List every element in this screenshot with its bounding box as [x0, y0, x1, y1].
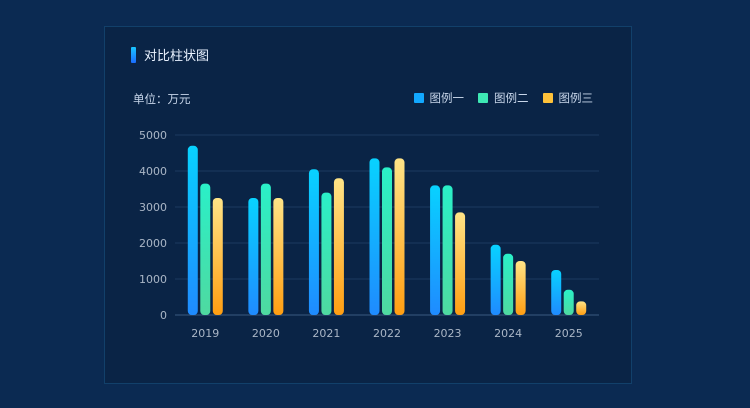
bar-2019-series-2[interactable]	[200, 183, 211, 315]
chart-title: 对比柱状图	[144, 49, 210, 64]
legend-swatch-3	[542, 93, 553, 103]
bar-2023-series-2[interactable]	[442, 185, 453, 315]
bar-2024-series-1[interactable]	[490, 244, 501, 315]
y-tick-label: 3000	[139, 201, 167, 214]
unit-label: 单位：万元	[133, 92, 191, 106]
bar-2020-series-1[interactable]	[248, 198, 259, 315]
bar-chart: 0 1000 2000 3000 4000 5000 2019 2020 2021 2022 202…	[139, 129, 599, 340]
bar-2021-series-3[interactable]	[333, 178, 344, 315]
x-tick-label: 2019	[191, 327, 219, 340]
bar-2023-series-1[interactable]	[430, 185, 441, 315]
bar-2025-series-3[interactable]	[576, 301, 587, 315]
bar-2022-series-3[interactable]	[394, 158, 405, 315]
bar-2024-series-2[interactable]	[503, 253, 514, 315]
bar-2025-series-2[interactable]	[563, 289, 574, 315]
x-tick-label: 2022	[373, 327, 401, 340]
x-tick-label: 2025	[555, 327, 583, 340]
bar-2020-series-3[interactable]	[273, 198, 284, 315]
x-tick-label: 2023	[434, 327, 462, 340]
title-accent-bar	[131, 46, 136, 63]
x-tick-label: 2021	[312, 327, 340, 340]
legend-swatch-2	[478, 93, 488, 103]
bar-2024-series-3[interactable]	[515, 261, 526, 315]
legend-label-2: 图例二	[494, 91, 529, 105]
y-tick-label: 2000	[139, 237, 167, 250]
bar-2019-series-1[interactable]	[187, 145, 198, 315]
legend-label-3: 图例三	[558, 91, 594, 105]
legend-item-1[interactable]: 图例一	[413, 90, 465, 106]
bar-2022-series-2[interactable]	[382, 167, 392, 315]
bar-2021-series-1[interactable]	[308, 169, 319, 315]
y-tick-label: 4000	[139, 165, 167, 178]
y-tick-label: 1000	[139, 273, 167, 286]
x-tick-label: 2024	[494, 327, 522, 340]
bar-2019-series-3[interactable]	[212, 198, 223, 315]
x-tick-label: 2020	[252, 327, 280, 340]
bar-2023-series-3[interactable]	[455, 212, 466, 315]
legend-swatch-1	[413, 93, 424, 103]
bar-2020-series-2[interactable]	[260, 183, 271, 315]
legend-label-1: 图例一	[429, 91, 465, 105]
panel-header: 对比柱状图	[131, 45, 209, 64]
legend-item-2[interactable]: 图例二	[478, 90, 529, 106]
bar-2021-series-2[interactable]	[321, 192, 332, 315]
bar-2022-series-1[interactable]	[369, 158, 380, 315]
legend: 图例一 图例二 图例三	[413, 90, 594, 106]
legend-item-3[interactable]: 图例三	[542, 90, 594, 106]
y-tick-label: 5000	[139, 129, 167, 142]
bar-2025-series-1[interactable]	[551, 270, 562, 315]
y-tick-label: 0	[160, 309, 167, 322]
chart-panel: 对比柱状图 单位：万元 图例一 图例二 图例三 0 1000 2000 3000 400…	[104, 26, 632, 384]
